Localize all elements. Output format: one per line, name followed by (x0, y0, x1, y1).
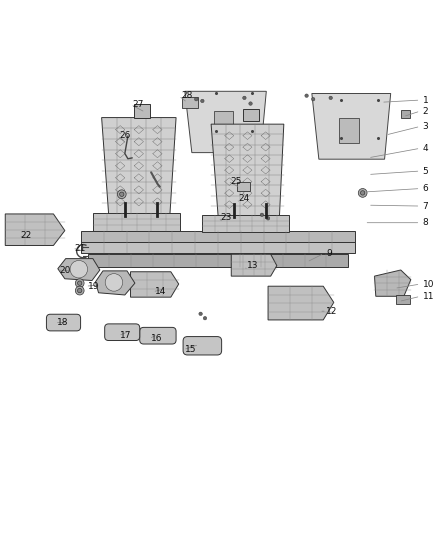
FancyBboxPatch shape (46, 314, 81, 331)
Text: 5: 5 (423, 166, 428, 175)
Text: 25: 25 (230, 176, 241, 185)
Circle shape (194, 98, 198, 101)
Polygon shape (5, 214, 65, 246)
Polygon shape (268, 286, 334, 320)
Text: 3: 3 (423, 122, 428, 131)
Polygon shape (374, 270, 411, 296)
Circle shape (70, 261, 88, 278)
Text: 16: 16 (151, 334, 162, 343)
Text: 22: 22 (21, 231, 32, 240)
Polygon shape (58, 259, 100, 280)
Circle shape (120, 192, 124, 197)
Polygon shape (88, 254, 348, 266)
Bar (214, 110, 233, 136)
Circle shape (78, 288, 82, 293)
Polygon shape (202, 215, 289, 232)
Text: 6: 6 (423, 184, 428, 193)
Bar (401, 110, 410, 118)
Text: 14: 14 (155, 287, 166, 296)
Bar (243, 109, 259, 121)
Text: 17: 17 (120, 331, 132, 340)
Polygon shape (93, 213, 180, 231)
Polygon shape (312, 93, 391, 159)
Circle shape (203, 317, 207, 320)
Circle shape (329, 96, 332, 100)
Text: 12: 12 (326, 306, 338, 316)
Bar (237, 182, 250, 191)
Circle shape (305, 94, 308, 98)
Circle shape (105, 273, 123, 291)
Circle shape (260, 213, 264, 216)
Bar (396, 295, 410, 304)
Text: 21: 21 (74, 244, 86, 253)
Polygon shape (131, 272, 179, 297)
Text: 27: 27 (133, 100, 144, 109)
Circle shape (311, 98, 315, 101)
Text: 9: 9 (326, 249, 332, 258)
Circle shape (199, 312, 202, 316)
Text: 13: 13 (247, 261, 258, 270)
Text: 10: 10 (423, 279, 434, 288)
Circle shape (75, 286, 84, 295)
Text: 23: 23 (220, 213, 232, 222)
Bar (339, 118, 359, 143)
Text: 24: 24 (239, 194, 250, 203)
Text: 1: 1 (423, 95, 428, 104)
Text: 7: 7 (423, 201, 428, 211)
Polygon shape (81, 231, 355, 243)
Text: 11: 11 (423, 292, 434, 301)
Text: 18: 18 (57, 318, 68, 327)
Circle shape (358, 189, 367, 197)
Text: 15: 15 (185, 345, 197, 354)
Bar (134, 104, 150, 118)
Circle shape (201, 99, 204, 103)
Polygon shape (211, 124, 284, 216)
Circle shape (117, 190, 126, 199)
Text: 19: 19 (88, 282, 99, 290)
Polygon shape (185, 91, 266, 152)
Circle shape (249, 102, 252, 106)
Circle shape (78, 281, 82, 285)
Circle shape (75, 279, 84, 287)
Polygon shape (81, 243, 355, 253)
Text: 28: 28 (181, 91, 192, 100)
Polygon shape (102, 118, 176, 214)
Polygon shape (231, 254, 277, 276)
FancyBboxPatch shape (105, 324, 140, 341)
Polygon shape (95, 271, 135, 295)
Circle shape (243, 96, 246, 100)
Text: 2: 2 (423, 107, 428, 116)
Text: 4: 4 (423, 144, 428, 153)
Bar (182, 97, 198, 108)
Text: 26: 26 (120, 132, 131, 141)
FancyBboxPatch shape (183, 336, 222, 355)
Circle shape (266, 216, 270, 220)
Text: 20: 20 (59, 265, 71, 274)
FancyBboxPatch shape (140, 327, 176, 344)
Text: 8: 8 (423, 218, 428, 227)
Circle shape (360, 191, 365, 195)
